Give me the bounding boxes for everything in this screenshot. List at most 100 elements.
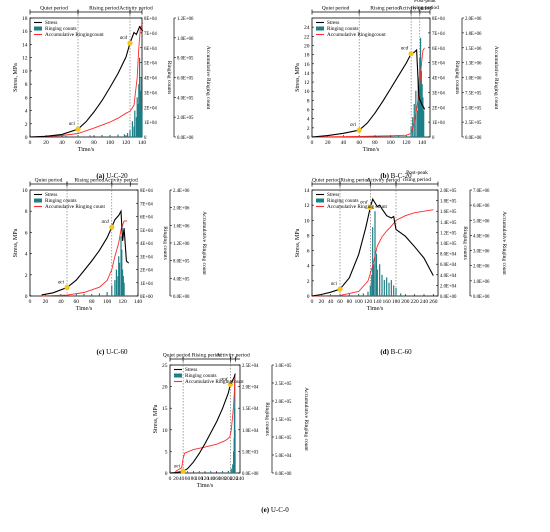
legend-label: Ringing counts xyxy=(327,198,359,204)
y-axis-label: Stress, MPa xyxy=(13,63,19,92)
x-axis-label: Time/s xyxy=(76,306,93,312)
x-tick-label: 80 xyxy=(89,299,95,305)
y-tick-label: 4 xyxy=(25,109,28,115)
y-tick-label: 12 xyxy=(304,80,310,86)
x-tick-label: 240 xyxy=(420,299,429,305)
y2-tick-label: 5E+04 xyxy=(432,62,445,67)
y2-tick-label: 2.0E+04 xyxy=(440,284,457,289)
y2-tick-label: 0.0E+00 xyxy=(440,295,457,300)
y2-tick-label: 4E+04 xyxy=(140,242,153,247)
threshold-marker xyxy=(356,127,362,133)
caption-letter: (c) xyxy=(97,348,105,356)
x-tick-label: 140 xyxy=(418,140,427,146)
x-tick-label: 40 xyxy=(59,140,65,146)
caption-letter: (b) xyxy=(380,172,389,180)
x-tick-label: 140 xyxy=(134,299,143,305)
panel-caption: (a) U-C-20 xyxy=(96,172,128,180)
y2-tick-label: 7E+04 xyxy=(144,32,157,37)
legend-swatch xyxy=(316,26,324,31)
y-tick-label: 0 xyxy=(25,294,28,300)
period-label: Rising period xyxy=(192,353,222,359)
caption-name: B-C-60 xyxy=(389,348,412,356)
y3-tick-label: 2.0E+06 xyxy=(473,265,490,270)
y2-axis-label: Ringing counts xyxy=(166,61,172,94)
y3-tick-label: 3.0E+06 xyxy=(473,250,490,255)
y3-tick-label: 2.0E+05 xyxy=(275,400,292,405)
y3-tick-label: 1.3E+06 xyxy=(465,62,482,67)
y2-tick-label: 7E+04 xyxy=(140,202,153,207)
y2-tick-label: 2.5E+04 xyxy=(242,364,259,369)
y-tick-label: 0 xyxy=(25,135,28,141)
caption-name: U-C-20 xyxy=(105,172,129,180)
period-label: Activity period xyxy=(366,178,400,184)
x-tick-label: 180 xyxy=(392,299,401,305)
threshold-label: σcd xyxy=(220,377,228,382)
y2-tick-label: 0 xyxy=(144,136,147,141)
legend-label: Accumulative Ringing count xyxy=(45,204,105,210)
y-tick-label: 10 xyxy=(22,188,28,194)
x-axis-label: Time/s xyxy=(367,306,384,312)
x-tick-label: 0 xyxy=(29,140,32,146)
threshold-label: σci xyxy=(331,282,338,287)
y2-tick-label: 0 xyxy=(432,136,435,141)
y2-tick-label: 1.4E+05 xyxy=(440,221,457,226)
legend-label: Stress xyxy=(185,367,197,373)
y2-tick-label: 3E+04 xyxy=(140,255,153,260)
caption-name: B-C-20 xyxy=(389,172,412,180)
threshold-marker xyxy=(180,468,186,474)
period-label: Rising period xyxy=(89,6,119,12)
x-tick-label: 140 xyxy=(373,299,382,305)
y-tick-label: 22 xyxy=(304,34,310,40)
y2-tick-label: 6E+04 xyxy=(140,216,153,221)
y-tick-label: 2 xyxy=(25,273,28,279)
x-tick-label: 100 xyxy=(106,140,115,146)
legend-label: Accumulative Ringing count xyxy=(327,204,387,210)
x-tick-label: 260 xyxy=(429,299,438,305)
x-tick-label: 220 xyxy=(230,476,239,482)
y-tick-label: 4 xyxy=(307,117,310,123)
threshold-marker xyxy=(227,381,233,388)
y3-tick-label: 0.0E+00 xyxy=(473,295,490,300)
x-tick-label: 160 xyxy=(383,299,392,305)
y3-tick-label: 5.0E+05 xyxy=(465,106,482,111)
stress-line xyxy=(311,197,434,297)
x-tick-label: 120 xyxy=(201,476,210,482)
x-tick-label: 120 xyxy=(402,140,411,146)
y3-tick-label: 0.0E+00 xyxy=(173,295,190,300)
y3-tick-label: 1.0E+06 xyxy=(465,77,482,82)
x-tick-label: 120 xyxy=(364,299,373,305)
y2-tick-label: 2.0E+04 xyxy=(242,386,259,391)
y-tick-label: 6 xyxy=(307,249,310,255)
threshold-label: σci xyxy=(350,123,357,128)
period-label: Quiet period xyxy=(40,6,68,12)
y-tick-label: 10 xyxy=(304,89,310,95)
y-tick-label: 2 xyxy=(307,126,310,132)
y-tick-label: 15 xyxy=(162,406,168,412)
y-tick-label: 10 xyxy=(22,69,28,75)
period-label: Activity period xyxy=(216,353,250,359)
caption-letter: (a) xyxy=(96,172,105,180)
period-label: Quiet period xyxy=(312,178,340,184)
y-tick-label: 14 xyxy=(304,188,310,194)
x-tick-label: 180 xyxy=(218,476,227,482)
x-tick-label: 0 xyxy=(311,140,314,146)
x-tick-label: 40 xyxy=(179,476,185,482)
x-tick-label: 220 xyxy=(411,299,420,305)
legend-label: Ringing counts xyxy=(327,26,359,32)
x-tick-label: 200 xyxy=(224,476,233,482)
y3-tick-label: 0.0E+00 xyxy=(177,136,194,141)
y-tick-label: 16 xyxy=(304,62,310,68)
y-tick-label: 6 xyxy=(25,230,28,236)
x-tick-label: 0 xyxy=(169,476,172,482)
y3-tick-label: 6.0E+06 xyxy=(473,204,490,209)
y-tick-label: 10 xyxy=(304,218,310,224)
legend-swatch xyxy=(174,373,182,378)
y3-tick-label: 5.0E+06 xyxy=(473,219,490,224)
threshold-label: σci xyxy=(174,464,181,469)
legend-label: Accumulative Ringingcount xyxy=(45,32,104,38)
x-tick-label: 0 xyxy=(29,299,32,305)
y3-tick-label: 1.0E+06 xyxy=(177,37,194,42)
y3-axis-label: Accumulative Ringing count xyxy=(501,211,507,275)
